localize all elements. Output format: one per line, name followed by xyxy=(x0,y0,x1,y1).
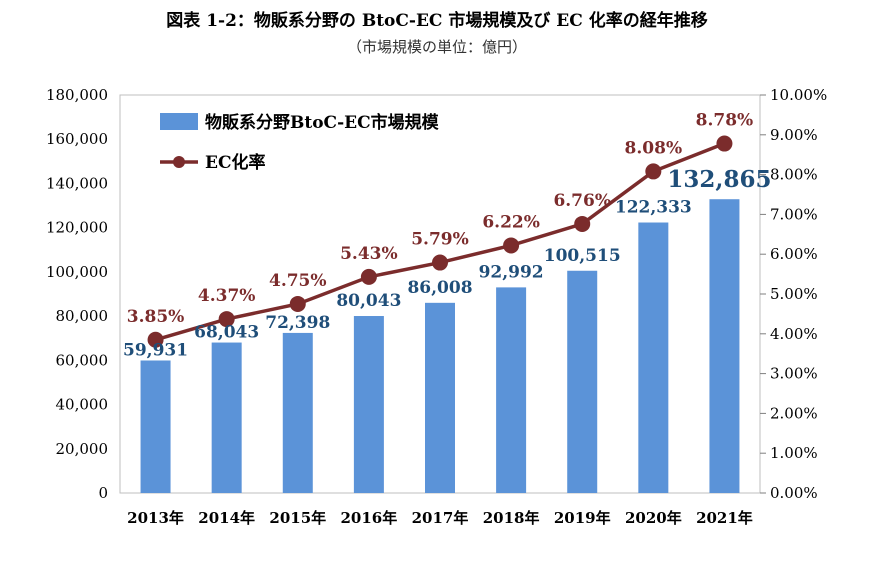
y-right-tick-label: 1.00% xyxy=(770,444,818,462)
y-right-tick-label: 10.00% xyxy=(770,86,827,104)
legend-bar-label: 物販系分野BtoC-EC市場規模 xyxy=(205,112,440,133)
y-right-tick-label: 7.00% xyxy=(770,205,818,223)
bar-data-label: 132,865 xyxy=(667,166,771,193)
line-data-label: 3.85% xyxy=(127,307,185,327)
line-data-label: 5.79% xyxy=(411,230,469,250)
bar-data-label: 59,931 xyxy=(123,340,188,360)
y-left-tick-label: 180,000 xyxy=(46,86,108,104)
line-data-label: 6.22% xyxy=(482,212,540,232)
x-tick-label: 2018年 xyxy=(483,509,540,527)
x-tick-label: 2016年 xyxy=(341,509,398,527)
legend-line-label: EC化率 xyxy=(205,152,266,173)
y-right-tick-label: 5.00% xyxy=(770,285,818,303)
y-left-tick-label: 40,000 xyxy=(56,396,109,414)
x-tick-label: 2019年 xyxy=(554,509,611,527)
chart-subtitle: （市場規模の単位：億円） xyxy=(346,38,527,56)
y-left-tick-label: 20,000 xyxy=(56,440,109,458)
line-data-label: 4.75% xyxy=(269,271,327,291)
chart-title: 図表 1-2：物販系分野の BtoC-EC 市場規模及び EC 化率の経年推移 xyxy=(166,11,708,31)
line-marker xyxy=(218,311,235,328)
y-right-tick-label: 0.00% xyxy=(770,484,818,502)
line-data-label: 8.08% xyxy=(625,138,683,158)
bar xyxy=(638,222,669,493)
y-right-tick-label: 3.00% xyxy=(770,365,818,383)
line-data-label: 5.43% xyxy=(340,244,398,264)
x-tick-label: 2014年 xyxy=(198,509,255,527)
line-marker xyxy=(574,215,591,232)
bar-data-label: 100,515 xyxy=(544,246,621,266)
y-left-tick-label: 100,000 xyxy=(46,263,108,281)
y-right-tick-label: 2.00% xyxy=(770,404,818,422)
y-left-tick-label: 140,000 xyxy=(46,174,108,192)
legend-bar-swatch xyxy=(160,113,198,130)
line-data-label: 4.37% xyxy=(198,286,256,306)
bar xyxy=(353,316,384,493)
line-data-label: 6.76% xyxy=(553,191,611,211)
y-left-tick-label: 0 xyxy=(98,484,108,502)
line-marker xyxy=(503,237,520,254)
bar xyxy=(567,270,598,493)
bar-data-label: 68,043 xyxy=(194,323,259,343)
line-marker xyxy=(360,268,377,285)
x-tick-label: 2015年 xyxy=(269,509,326,527)
y-right-tick-label: 6.00% xyxy=(770,245,818,263)
bar-data-label: 92,992 xyxy=(479,262,544,282)
legend-line-marker xyxy=(173,156,185,168)
y-right-tick-label: 9.00% xyxy=(770,126,818,144)
x-tick-label: 2013年 xyxy=(127,509,184,527)
bar-data-label: 122,333 xyxy=(615,198,692,218)
bar xyxy=(709,199,740,494)
y-right-tick-label: 8.00% xyxy=(770,166,818,184)
bar xyxy=(425,302,455,493)
line-marker xyxy=(645,163,662,180)
bar-data-label: 72,398 xyxy=(265,313,330,333)
y-left-tick-label: 120,000 xyxy=(46,219,108,237)
y-right-tick-label: 4.00% xyxy=(770,325,818,343)
y-left-tick-label: 60,000 xyxy=(56,351,109,369)
line-marker xyxy=(716,135,733,152)
y-left-tick-label: 160,000 xyxy=(46,130,108,148)
bar xyxy=(496,287,527,493)
bar xyxy=(211,342,242,493)
line-marker xyxy=(147,331,164,348)
x-tick-label: 2021年 xyxy=(696,509,753,527)
bar-data-label: 80,043 xyxy=(336,291,401,311)
line-data-label: 8.78% xyxy=(696,111,754,131)
x-tick-label: 2017年 xyxy=(412,509,469,527)
bar xyxy=(140,360,171,493)
line-marker xyxy=(289,295,306,312)
bar-data-label: 86,008 xyxy=(407,278,472,298)
y-left-tick-label: 80,000 xyxy=(56,307,109,325)
x-tick-label: 2020年 xyxy=(625,509,682,527)
bar xyxy=(282,332,313,493)
line-marker xyxy=(432,254,448,271)
